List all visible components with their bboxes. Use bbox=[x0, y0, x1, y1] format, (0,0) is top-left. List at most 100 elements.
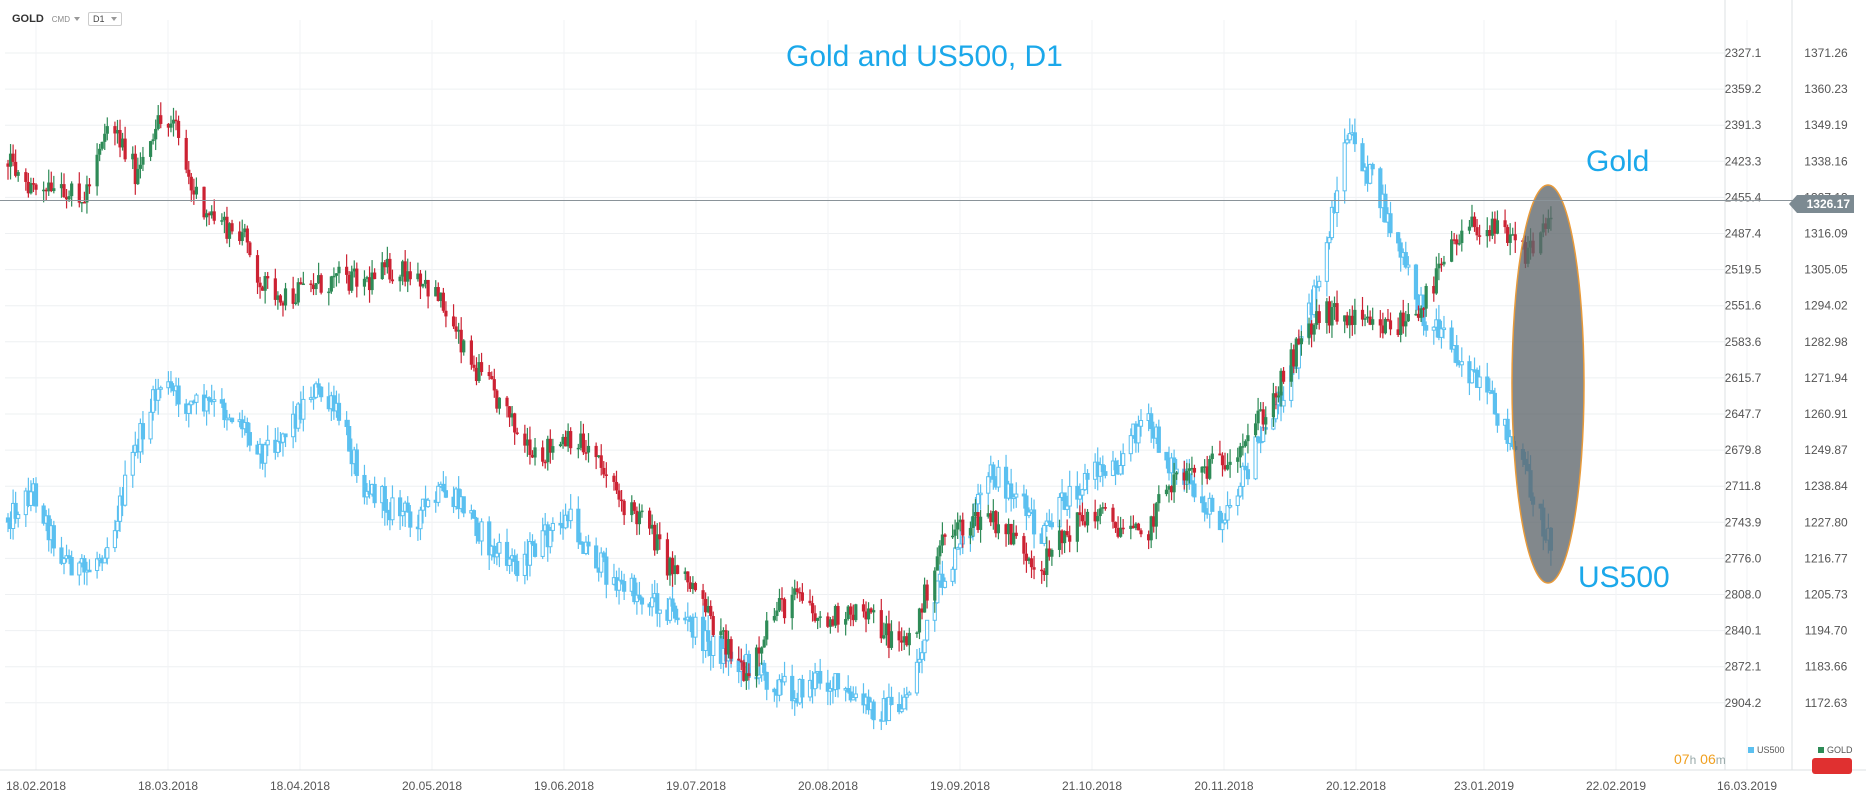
us500-candle bbox=[151, 389, 156, 413]
gold-candle bbox=[194, 186, 199, 195]
gold-candle bbox=[1121, 527, 1125, 530]
gold-candle bbox=[793, 588, 797, 595]
gold-candle bbox=[492, 379, 496, 391]
us500-candle bbox=[1317, 280, 1322, 288]
us500-candle bbox=[550, 522, 555, 531]
gold-candle bbox=[1292, 349, 1296, 367]
gold-candle bbox=[691, 583, 695, 589]
gold-candle bbox=[1348, 315, 1352, 326]
us500-candle bbox=[354, 449, 359, 476]
annotation-us500: US500 bbox=[1578, 561, 1670, 594]
gold-candle bbox=[439, 292, 443, 301]
us500-candle bbox=[693, 616, 698, 638]
gold-candle bbox=[1378, 319, 1382, 326]
gold-candle bbox=[47, 182, 51, 192]
gold-axis-tick-label: 1305.05 bbox=[1804, 263, 1848, 277]
us500-candle bbox=[772, 688, 777, 693]
gold-candle bbox=[136, 168, 140, 185]
gold-candle bbox=[739, 660, 743, 663]
gold-candle bbox=[278, 295, 283, 303]
us500-candle bbox=[527, 541, 533, 566]
gold-candle bbox=[24, 172, 28, 182]
gold-candle bbox=[1450, 239, 1454, 262]
gold-candle bbox=[795, 588, 799, 593]
gold-candle bbox=[530, 454, 535, 458]
us500-candle bbox=[1238, 485, 1243, 497]
us500-candle bbox=[953, 547, 958, 570]
x-axis-tick-label: 20.11.2018 bbox=[1194, 779, 1253, 793]
us500-candle bbox=[576, 508, 581, 543]
gold-candle bbox=[477, 362, 481, 382]
us500-axis-tick-label: 2359.2 bbox=[1725, 82, 1762, 96]
gold-candle bbox=[1422, 308, 1426, 310]
us500-candle bbox=[105, 547, 110, 559]
sell-button[interactable] bbox=[1812, 758, 1852, 774]
us500-candle bbox=[594, 545, 599, 569]
us500-candle bbox=[940, 573, 945, 588]
gold-candle bbox=[619, 499, 624, 502]
legend-item-us500: US500 bbox=[1748, 745, 1785, 755]
us500-candle bbox=[1128, 435, 1133, 455]
gold-candle bbox=[889, 631, 894, 648]
gold-candle bbox=[599, 455, 603, 468]
us500-candle bbox=[530, 541, 535, 545]
gold-candle bbox=[826, 616, 830, 627]
gold-candle bbox=[1432, 285, 1436, 294]
candle-timer: 07h 06m bbox=[1674, 751, 1726, 767]
us500-candle bbox=[777, 679, 782, 696]
gold-candle bbox=[434, 287, 438, 297]
gold-candle bbox=[676, 565, 680, 574]
gold-candle bbox=[704, 598, 708, 613]
gold-candle bbox=[383, 262, 387, 268]
gold-candle bbox=[772, 615, 776, 621]
gold-candle bbox=[261, 287, 265, 291]
gold-candle bbox=[151, 139, 155, 142]
gold-candle bbox=[818, 616, 822, 618]
gold-candle bbox=[686, 571, 690, 583]
us500-candle bbox=[1149, 413, 1154, 430]
gold-candle bbox=[283, 288, 288, 306]
gold-candle bbox=[1243, 441, 1247, 447]
us500-candle bbox=[800, 679, 805, 698]
gold-candle bbox=[1218, 453, 1222, 456]
us500-candle bbox=[955, 547, 960, 550]
gold-candle bbox=[1050, 549, 1054, 557]
gold-axis-tick-label: 1194.70 bbox=[1805, 624, 1848, 638]
us500-candle bbox=[886, 696, 892, 722]
gold-candle bbox=[1169, 486, 1174, 493]
x-axis-tick-label: 21.10.2018 bbox=[1062, 779, 1122, 793]
timeframe-label: D1 bbox=[93, 14, 105, 24]
us500-candle bbox=[275, 440, 280, 453]
gold-candle bbox=[775, 610, 779, 616]
us500-candle bbox=[16, 514, 21, 519]
us500-candle bbox=[316, 383, 321, 388]
us500-candle bbox=[1431, 326, 1436, 331]
gold-candle bbox=[472, 364, 476, 368]
gold-candle bbox=[1332, 303, 1337, 308]
us500-candle bbox=[563, 514, 568, 529]
gold-candle bbox=[62, 184, 66, 198]
gold-candle bbox=[1383, 318, 1388, 334]
gold-candle bbox=[1210, 453, 1214, 460]
timeframe-dropdown[interactable]: D1 bbox=[88, 12, 122, 26]
us500-candle bbox=[494, 552, 499, 558]
gold-candle bbox=[1365, 316, 1370, 319]
gold-candle bbox=[1312, 324, 1316, 335]
instrument-type-dropdown[interactable]: CMD bbox=[52, 15, 80, 24]
gold-candle bbox=[1032, 567, 1036, 570]
gold-candle bbox=[1488, 230, 1492, 236]
gold-candle bbox=[367, 277, 372, 291]
gold-candle bbox=[1154, 503, 1158, 527]
gold-candle bbox=[1068, 535, 1072, 542]
us500-candle bbox=[283, 433, 288, 438]
gold-candle bbox=[103, 133, 107, 142]
us500-candle bbox=[1469, 369, 1475, 384]
gold-candle bbox=[528, 439, 532, 455]
gold-candle bbox=[1192, 467, 1197, 473]
us500-candle bbox=[978, 492, 983, 496]
gold-candle bbox=[1014, 532, 1018, 537]
us500-axis-tick-label: 2519.5 bbox=[1725, 263, 1762, 277]
gold-candle bbox=[798, 592, 802, 594]
us500-candle bbox=[907, 692, 912, 696]
